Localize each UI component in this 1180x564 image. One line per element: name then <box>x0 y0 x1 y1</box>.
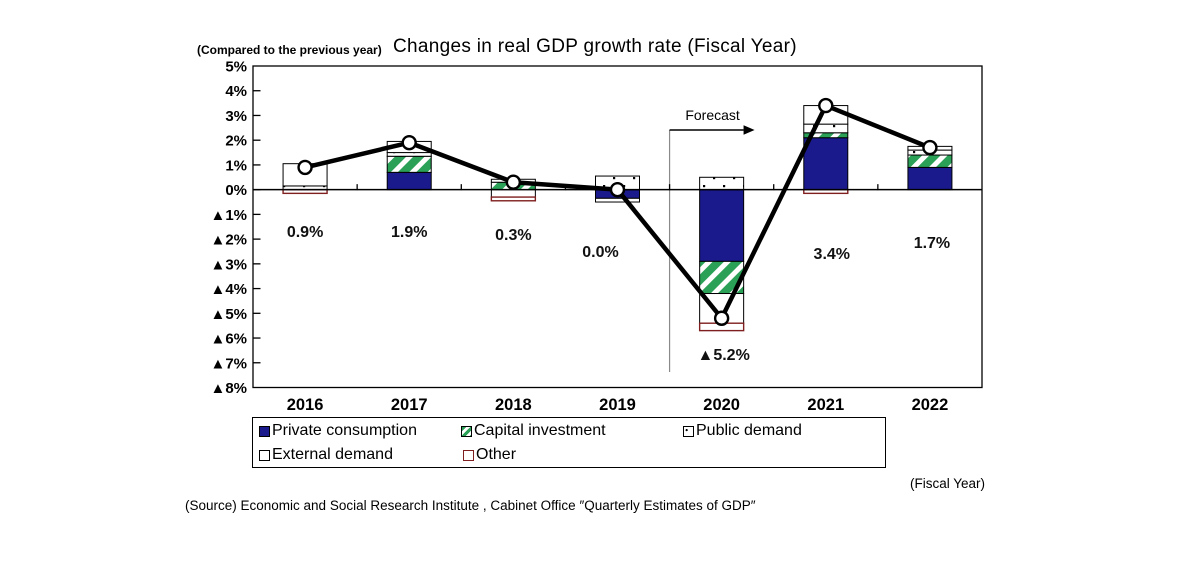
y-axis-label: ▲7% <box>210 355 247 372</box>
x-axis-label: 2021 <box>807 396 844 414</box>
capital-investment-swatch-icon <box>461 425 472 437</box>
legend-item-capital-investment: Capital investment <box>461 422 606 440</box>
data-point-marker <box>505 174 522 190</box>
plot-border <box>252 65 983 389</box>
x-axis-label: 2017 <box>391 396 428 414</box>
y-axis-label: 0% <box>225 182 247 199</box>
external-demand-swatch-icon <box>259 449 270 461</box>
legend-item-public-demand: Public demand <box>683 422 802 440</box>
bar-segment <box>907 166 953 191</box>
y-axis-label: ▲6% <box>210 331 247 348</box>
value-label: 0.9% <box>287 224 323 241</box>
forecast-label: Forecast <box>685 107 740 123</box>
bar-segment <box>699 189 745 262</box>
data-point-marker <box>401 134 417 151</box>
bar-segment <box>490 196 537 202</box>
private-consumption-swatch-icon <box>259 425 270 437</box>
bar-segment <box>595 197 640 203</box>
value-label: 1.7% <box>914 235 950 252</box>
bar-segment <box>386 155 432 173</box>
data-point-marker <box>297 159 313 176</box>
data-point-marker <box>818 97 834 114</box>
y-axis-label: 3% <box>225 108 247 125</box>
legend-item-other: Other <box>463 446 516 464</box>
y-axis-label: ▲4% <box>210 281 247 298</box>
y-axis-label: 1% <box>225 157 247 174</box>
fiscal-year-note: (Fiscal Year) <box>909 476 985 491</box>
x-axis-label: 2022 <box>912 396 949 414</box>
bar-segment <box>386 152 432 157</box>
bar-segment <box>803 123 849 134</box>
bar-segment <box>386 171 432 191</box>
bar-segment <box>490 189 536 198</box>
axis-unit-note: (Compared to the previous year) <box>197 43 382 57</box>
data-point-marker <box>609 181 626 198</box>
public-demand-swatch-icon <box>683 425 694 437</box>
x-axis-label: 2018 <box>495 396 532 414</box>
data-point-marker <box>713 310 730 326</box>
value-label: 1.9% <box>391 224 427 241</box>
forecast-arrowhead-icon <box>743 125 755 135</box>
value-label: 3.4% <box>814 246 850 263</box>
bar-segment <box>699 176 745 191</box>
legend-label-private-consumption: Private consumption <box>272 422 417 439</box>
legend-item-private-consumption: Private consumption <box>259 422 417 440</box>
y-axis-label: ▲8% <box>210 380 247 397</box>
y-axis-label: 4% <box>225 83 247 100</box>
bar-segment <box>907 154 953 168</box>
value-label: 0.3% <box>495 227 531 244</box>
x-axis-label: 2020 <box>703 396 740 414</box>
bar-segment <box>803 137 849 191</box>
source-note: (Source) Economic and Social Research In… <box>185 498 756 513</box>
y-axis-label: 2% <box>225 133 247 150</box>
y-axis-label: 5% <box>225 59 247 76</box>
y-axis-label: ▲2% <box>210 232 247 249</box>
data-point-marker <box>922 139 938 156</box>
x-axis-label: 2019 <box>599 396 636 414</box>
legend-box: Private consumption Capital investment P… <box>252 417 886 468</box>
x-axis-label: 2016 <box>287 396 324 414</box>
y-axis-label: ▲1% <box>210 207 247 224</box>
value-label: 0.0% <box>582 244 618 261</box>
y-axis-label: ▲5% <box>210 306 247 323</box>
legend-label-other: Other <box>476 446 517 463</box>
other-swatch-icon <box>463 449 474 461</box>
y-axis-label: ▲3% <box>210 256 247 273</box>
legend-label-external-demand: External demand <box>272 446 393 463</box>
legend-label-capital-investment: Capital investment <box>474 422 606 439</box>
legend-label-public-demand: Public demand <box>696 422 802 439</box>
legend-item-external-demand: External demand <box>259 446 393 464</box>
value-label: ▲5.2% <box>697 347 749 364</box>
chart-title: Changes in real GDP growth rate (Fiscal … <box>393 36 797 57</box>
